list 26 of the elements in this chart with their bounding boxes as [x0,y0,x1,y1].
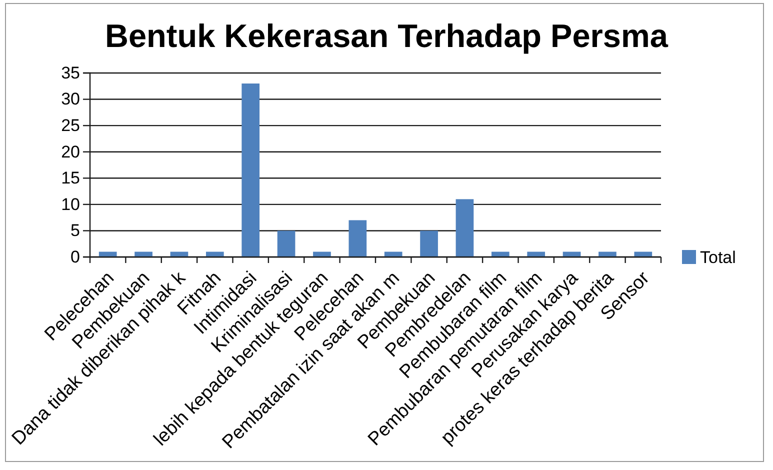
bar [98,252,117,257]
bar [527,252,546,257]
y-tick-label: 25 [61,116,80,136]
bar [277,230,296,257]
bar [420,230,438,257]
bar [562,252,581,257]
legend-label: Total [700,248,736,267]
y-tick-label: 15 [61,168,80,188]
y-tick-label: 35 [61,63,80,82]
y-tick-label: 10 [61,194,80,214]
bar [384,252,402,257]
bar [206,252,224,257]
y-tick-label: 5 [70,221,80,240]
bar [134,252,152,257]
bar [456,199,474,257]
bar [348,220,367,257]
bar [242,84,260,257]
bar [491,252,510,257]
bar [313,252,331,257]
y-tick-label: 20 [61,142,80,162]
y-tick-label: 0 [70,247,80,266]
chart-title: Bentuk Kekerasan Terhadap Persma [105,18,669,54]
bar [170,252,188,257]
bar [598,252,616,257]
bar [634,252,652,257]
y-tick-label: 30 [61,90,80,109]
